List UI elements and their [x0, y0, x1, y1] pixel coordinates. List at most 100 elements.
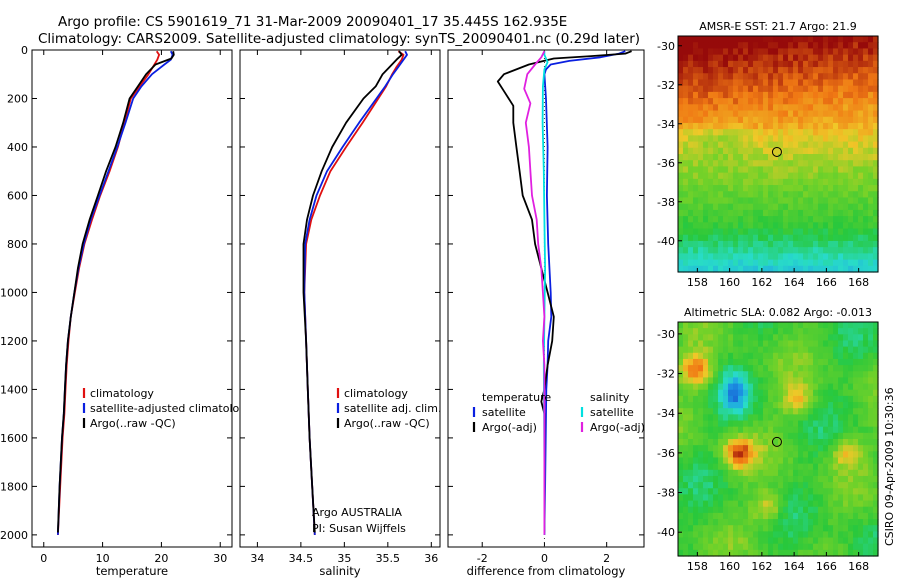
x-tick-label: 36 — [424, 552, 438, 565]
map-cell — [828, 160, 834, 168]
map-cell — [778, 494, 784, 502]
map-cell — [838, 141, 844, 149]
map-cell — [863, 377, 869, 385]
map-cell — [708, 469, 714, 477]
map-cell — [698, 54, 704, 62]
map-cell — [708, 228, 714, 236]
map-cell — [798, 525, 804, 532]
map-cell — [813, 543, 819, 551]
map-cell — [698, 104, 704, 112]
map-cell — [718, 395, 724, 403]
map-cell — [813, 402, 819, 409]
map-cell — [688, 48, 694, 56]
map-cell — [748, 395, 754, 403]
map-cell — [683, 141, 689, 149]
map-cell — [823, 494, 829, 502]
map-cell — [733, 451, 739, 459]
map-cell — [798, 543, 804, 551]
map-cell — [808, 537, 814, 545]
map-cell — [723, 475, 729, 483]
map-cell — [783, 395, 789, 403]
map-cell — [733, 439, 739, 446]
map-cell — [693, 122, 699, 130]
map-cell — [798, 469, 804, 477]
map-cell — [768, 197, 774, 205]
map-cell — [868, 358, 874, 366]
map-cell — [683, 166, 689, 174]
map-cell — [788, 259, 794, 267]
map-cell — [778, 500, 784, 508]
map-cell — [838, 135, 844, 143]
map-cell — [743, 506, 749, 514]
map-cell — [813, 178, 819, 186]
map-cell — [823, 414, 829, 422]
map-cell — [808, 432, 814, 440]
map-cell — [833, 346, 839, 354]
map-cell — [843, 525, 849, 532]
map-cell — [858, 519, 864, 526]
map-cell — [793, 191, 799, 199]
map-cell — [768, 209, 774, 217]
map-cell — [873, 222, 879, 230]
map-cell — [823, 110, 829, 118]
map-cell — [678, 543, 684, 551]
map-cell — [873, 365, 879, 372]
map-cell — [743, 414, 749, 422]
map-cell — [688, 247, 694, 254]
map-cell — [798, 240, 804, 248]
map-cell — [773, 488, 779, 496]
map-cell — [733, 494, 739, 502]
map-cell — [793, 54, 799, 62]
map-cell — [763, 98, 769, 105]
map-cell — [778, 358, 784, 366]
map-cell — [718, 377, 724, 385]
map-cell — [848, 371, 854, 379]
map-cell — [763, 191, 769, 199]
map-cell — [713, 42, 719, 50]
map-cell — [848, 408, 854, 415]
map-cell — [843, 73, 849, 81]
map-cell — [833, 191, 839, 199]
map-cell — [723, 395, 729, 403]
map-cell — [823, 203, 829, 211]
map-cell — [763, 543, 769, 551]
map-cell — [828, 389, 834, 397]
map-cell — [863, 328, 869, 335]
map-cell — [833, 475, 839, 483]
legend-label: satellite-adjusted climatology — [90, 402, 253, 415]
map-cell — [853, 104, 859, 112]
series-line-black — [57, 51, 175, 533]
map-cell — [823, 488, 829, 496]
map-cell — [728, 352, 734, 360]
map-cell — [748, 469, 754, 477]
map-cell — [858, 482, 864, 489]
map-cell — [848, 543, 854, 551]
map-cell — [873, 519, 879, 526]
map-cell — [758, 537, 764, 545]
map-cell — [748, 358, 754, 366]
map-cell — [688, 469, 694, 477]
map-cell — [818, 328, 824, 335]
map-cell — [863, 178, 869, 186]
map-cell — [823, 234, 829, 242]
map-cell — [678, 525, 684, 532]
map-cell — [683, 531, 689, 539]
map-cell — [818, 457, 824, 465]
map-cell — [738, 358, 744, 366]
map-cell — [858, 154, 864, 161]
map-cell — [763, 247, 769, 254]
map-cell — [818, 445, 824, 452]
x-axis-label: salinity — [319, 564, 360, 578]
map-cell — [698, 402, 704, 409]
map-cell — [693, 426, 699, 434]
map-cell — [823, 512, 829, 520]
map-cell — [703, 420, 709, 428]
map-cell — [823, 191, 829, 199]
map-cell — [853, 531, 859, 539]
map-cell — [828, 110, 834, 118]
map-cell — [843, 129, 849, 136]
map-cell — [833, 98, 839, 105]
map-cell — [728, 191, 734, 199]
map-cell — [703, 160, 709, 168]
map-cell — [858, 222, 864, 230]
